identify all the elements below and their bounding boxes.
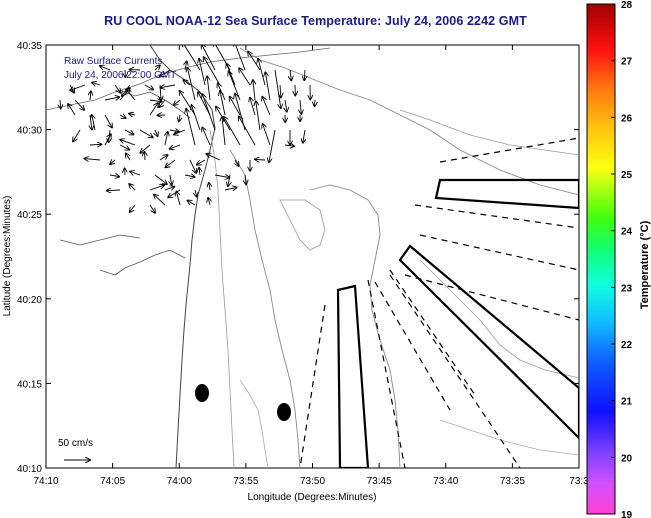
y-axis-label: Latitude (Degrees:Minutes) <box>2 196 13 317</box>
x-tick-label: 73:55 <box>233 476 258 487</box>
colorbar-tick-label: 19 <box>621 510 633 518</box>
y-tick-label: 40:35 <box>17 41 42 52</box>
x-tick-label: 74:10 <box>33 476 58 487</box>
colorbar-tick-label: 24 <box>621 227 633 238</box>
bathymetry-contour-8 <box>439 419 579 456</box>
x-axis: 74:10 74:05 74:00 73:55 73:50 73:45 73:40 73:35… <box>33 45 589 487</box>
station-marker-1 <box>195 384 209 402</box>
bathymetry-contour-6 <box>399 109 579 156</box>
y-axis: 40:35 40:30 40:25 40:20 40:15 40:10 <box>17 41 579 475</box>
sector-polygon-3 <box>336 284 370 468</box>
x-tick-label: 73:3 <box>569 476 589 487</box>
x-axis-label: Longitude (Degrees:Minutes) <box>248 492 377 503</box>
annotation-line-1: Raw Surface Currents <box>64 56 162 67</box>
river-2 <box>99 249 186 276</box>
colorbar-tick-label: 25 <box>621 170 633 181</box>
bathymetry-contour-7 <box>279 199 326 251</box>
bathymetry-contour-1 <box>239 47 579 196</box>
colorbar-ticks: 28 27 26 25 24 23 22 21 20 19 <box>611 0 633 518</box>
x-tick-label: 73:35 <box>500 476 525 487</box>
y-tick-label: 40:15 <box>17 379 42 390</box>
station-marker-2 <box>277 403 291 421</box>
sector-polygon-1 <box>434 178 579 210</box>
colorbar-tick-label: 20 <box>621 453 633 464</box>
current-vectors <box>60 45 315 213</box>
y-tick-label: 40:30 <box>17 126 42 137</box>
shoreline-north <box>46 47 331 111</box>
colorbar-tick-label: 23 <box>621 283 633 294</box>
bathymetry-contour-5 <box>419 259 579 379</box>
bathymetry-contour-3 <box>309 184 401 468</box>
river-1 <box>119 89 191 119</box>
colorbar-tick-label: 28 <box>621 0 633 11</box>
dashed-radials <box>299 137 579 468</box>
colorbar <box>586 3 616 515</box>
annotation-line-2: July 24, 2006 22:00 GMT <box>64 70 176 81</box>
colorbar-tick-label: 26 <box>621 113 633 124</box>
y-tick-label: 40:20 <box>17 295 42 306</box>
river-3 <box>59 234 141 246</box>
y-tick-label: 40:25 <box>17 210 42 221</box>
x-tick-label: 73:45 <box>367 476 392 487</box>
colorbar-label: Temperature (°C) <box>639 220 651 309</box>
x-tick-label: 74:05 <box>100 476 125 487</box>
map-title: RU COOL NOAA-12 Sea Surface Temperature:… <box>104 14 527 28</box>
colorbar-tick-label: 21 <box>621 397 633 408</box>
bathymetry-contour-9 <box>239 379 269 468</box>
scale-label: 50 cm/s <box>58 438 93 449</box>
colorbar-tick-label: 27 <box>621 57 633 68</box>
y-tick-label: 40:10 <box>17 464 42 475</box>
sector-polygon-2 <box>398 244 579 440</box>
map-features <box>46 45 579 468</box>
colorbar-tick-label: 22 <box>621 340 633 351</box>
bathymetry-contour-2 <box>229 149 301 468</box>
plot-frame <box>45 44 580 469</box>
x-tick-label: 73:50 <box>300 476 325 487</box>
x-tick-label: 73:40 <box>433 476 458 487</box>
x-tick-label: 74:00 <box>167 476 192 487</box>
